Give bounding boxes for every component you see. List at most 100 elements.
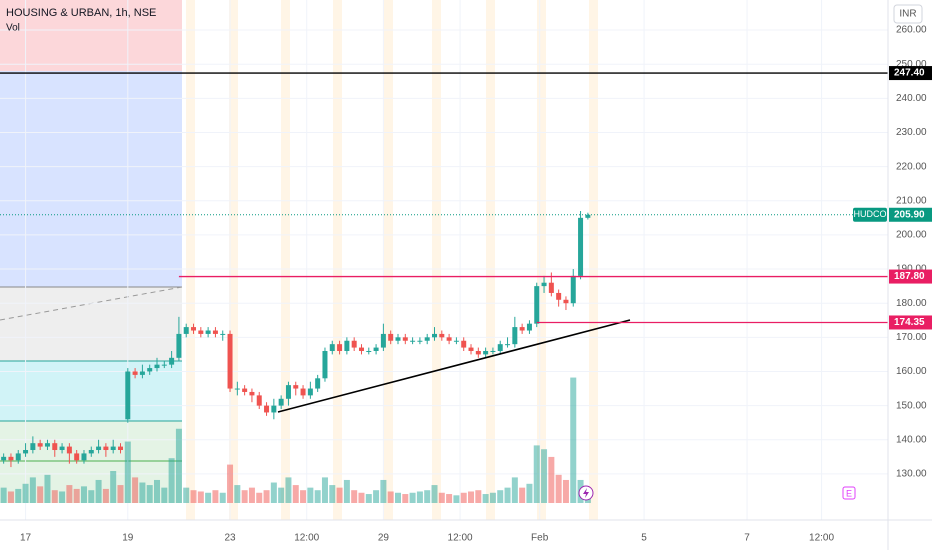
candle-body bbox=[432, 333, 438, 338]
volume-bar bbox=[51, 490, 58, 503]
y-tick-label: 170.00 bbox=[896, 332, 927, 343]
candle-body bbox=[161, 364, 167, 366]
price-lines bbox=[0, 72, 888, 324]
candle-body bbox=[154, 364, 160, 369]
earnings-icon[interactable] bbox=[842, 486, 856, 500]
x-tick-label: 17 bbox=[20, 533, 32, 544]
volume-bar bbox=[343, 479, 350, 503]
volume-bar bbox=[124, 441, 131, 503]
y-tick-label: 250.00 bbox=[896, 59, 927, 70]
candle-body bbox=[395, 337, 401, 341]
candle-body bbox=[497, 344, 503, 351]
volume-bar bbox=[44, 474, 51, 503]
candle-body bbox=[278, 398, 284, 406]
volume-bar bbox=[300, 490, 307, 503]
volume-bar bbox=[584, 497, 591, 503]
candle-body bbox=[307, 388, 313, 396]
volume-bar bbox=[175, 428, 182, 503]
volume-bar bbox=[227, 464, 234, 503]
candle-body bbox=[59, 446, 65, 451]
volume-bar bbox=[387, 491, 394, 503]
volume-bar bbox=[489, 492, 496, 503]
earnings-label: E bbox=[846, 488, 852, 498]
volume-bar bbox=[358, 492, 365, 503]
candle-body bbox=[212, 330, 218, 334]
candle-body bbox=[570, 275, 576, 304]
volume-bar bbox=[336, 487, 343, 503]
candle-body bbox=[439, 333, 445, 338]
last-price-name-box bbox=[853, 207, 887, 222]
candle-body bbox=[475, 350, 481, 355]
volume-bar bbox=[460, 492, 467, 503]
volume-bar bbox=[241, 490, 248, 503]
volume-bar bbox=[37, 486, 44, 503]
candle-body bbox=[52, 443, 58, 451]
y-tick-label: 230.00 bbox=[896, 127, 927, 138]
candle-body bbox=[242, 388, 248, 392]
volume-bar bbox=[146, 485, 153, 503]
volume-bar bbox=[351, 490, 358, 503]
x-tick-label: 29 bbox=[378, 533, 390, 544]
currency-button[interactable] bbox=[893, 4, 923, 24]
candle-body bbox=[191, 327, 197, 331]
volume-bar bbox=[504, 487, 511, 503]
candle-body bbox=[234, 388, 240, 390]
volume-bar bbox=[197, 491, 204, 503]
candle-body bbox=[315, 378, 321, 389]
candle-body bbox=[402, 337, 408, 341]
candle-body bbox=[468, 347, 474, 351]
candle-body bbox=[285, 385, 291, 399]
volume-bar bbox=[424, 490, 431, 503]
volume-bar bbox=[526, 483, 533, 503]
candle-body bbox=[329, 344, 335, 351]
candle-body bbox=[183, 327, 189, 334]
volume-bar bbox=[446, 494, 453, 503]
volume-bar bbox=[438, 492, 445, 503]
candle-body bbox=[563, 299, 569, 304]
candle-body bbox=[388, 333, 394, 341]
volume-bar bbox=[562, 479, 569, 503]
candle-body bbox=[125, 371, 131, 420]
candle-body bbox=[271, 405, 277, 413]
volume-bar bbox=[519, 487, 526, 503]
candle-body bbox=[322, 350, 328, 379]
volume-bar bbox=[533, 445, 540, 503]
volume-bar bbox=[475, 490, 482, 503]
price-label: 187.80 bbox=[894, 271, 925, 282]
volume-bar bbox=[321, 477, 328, 503]
volume-bar bbox=[307, 487, 314, 503]
candle-body bbox=[373, 347, 379, 351]
candle-body bbox=[337, 344, 343, 351]
volume-bar bbox=[132, 477, 139, 503]
y-tick-label: 260.00 bbox=[896, 25, 927, 36]
y-tick-label: 180.00 bbox=[896, 298, 927, 309]
candle-body bbox=[205, 330, 211, 334]
volume-bar bbox=[292, 485, 299, 503]
zone bbox=[0, 361, 182, 421]
volume-bar bbox=[205, 492, 212, 503]
candle-body bbox=[410, 340, 416, 342]
volume-bar bbox=[482, 494, 489, 503]
candle-body bbox=[264, 405, 270, 413]
candle-body bbox=[147, 368, 153, 372]
volume-bar bbox=[73, 488, 80, 503]
volume-bar bbox=[431, 485, 438, 503]
candle-body bbox=[8, 456, 14, 461]
x-tick-label: 12:00 bbox=[448, 533, 473, 544]
risk-zone bbox=[0, 0, 182, 71]
volume-bar bbox=[409, 492, 416, 503]
candle-body bbox=[300, 388, 306, 396]
candle-body bbox=[446, 337, 452, 341]
candle-body bbox=[44, 443, 50, 447]
candle-body bbox=[519, 327, 525, 331]
volume-bar bbox=[110, 471, 117, 503]
candle-body bbox=[249, 391, 255, 396]
session-highlights bbox=[186, 0, 598, 520]
target-zone bbox=[0, 71, 182, 287]
candle-body bbox=[490, 350, 496, 352]
volume-bar bbox=[541, 449, 548, 503]
volume-bar bbox=[497, 490, 504, 503]
volume-bar bbox=[29, 477, 36, 503]
volume-bar bbox=[102, 488, 109, 503]
